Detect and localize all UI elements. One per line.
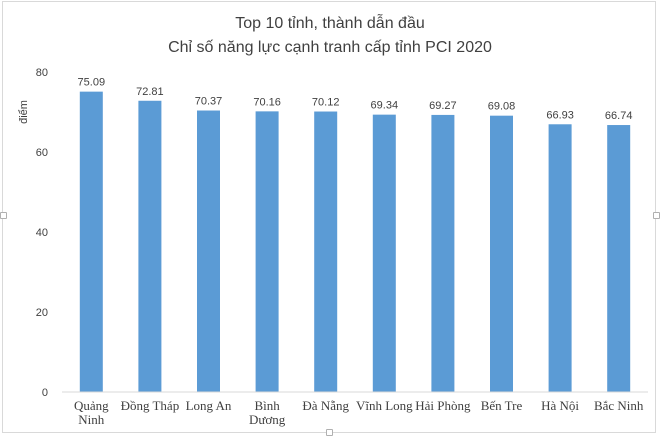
bar (255, 111, 279, 393)
category-label: Vĩnh Long (356, 398, 413, 413)
category-label: Bình (254, 398, 280, 413)
data-label: 66.93 (546, 109, 574, 121)
data-label: 69.34 (371, 100, 399, 112)
y-tick-label: 0 (42, 387, 48, 399)
chart-title-line-2: Chỉ số năng lực cạnh tranh cấp tỉnh PCI … (168, 39, 492, 56)
bar (548, 124, 572, 392)
y-tick-label: 80 (36, 67, 48, 79)
category-label: Quảng (74, 398, 109, 413)
bar (314, 111, 338, 393)
data-label: 70.16 (253, 96, 281, 108)
data-label: 66.74 (605, 110, 633, 122)
data-label: 70.12 (312, 97, 340, 109)
data-label: 70.37 (195, 96, 223, 108)
category-label: Đồng Tháp (121, 398, 180, 413)
category-label: Ninh (78, 412, 105, 427)
y-axis-ticks: 0 20 40 60 80 (36, 67, 48, 399)
bars (79, 91, 631, 393)
bar (79, 91, 103, 392)
y-tick-label: 60 (36, 147, 48, 159)
y-axis-label: điểm (18, 100, 30, 124)
category-label: Hải Phòng (415, 398, 471, 413)
data-labels: 75.09 72.81 70.37 70.16 70.12 69.34 69.27 69.08… (78, 77, 633, 122)
y-tick-label: 20 (36, 307, 48, 319)
bar (197, 110, 220, 393)
chart-title-line-1: Top 10 tỉnh, thành dẫn đầu (235, 13, 425, 32)
category-label: Long An (186, 398, 232, 413)
category-label: Bắc Ninh (594, 398, 644, 413)
bar (607, 125, 631, 392)
category-label: Hà Nội (541, 398, 579, 413)
bar (372, 114, 396, 392)
bar (431, 114, 455, 393)
resize-handle-left-icon[interactable] (0, 212, 7, 219)
category-label: Đà Nẵng (302, 398, 349, 413)
y-tick-label: 40 (36, 227, 48, 239)
data-label: 72.81 (136, 86, 164, 98)
bar (490, 115, 513, 393)
category-label: Dương (249, 412, 286, 427)
data-label: 69.27 (429, 100, 457, 112)
data-label: 75.09 (78, 77, 106, 89)
category-label: Bến Tre (481, 398, 523, 413)
data-label: 69.08 (488, 101, 516, 113)
bar (138, 100, 162, 392)
